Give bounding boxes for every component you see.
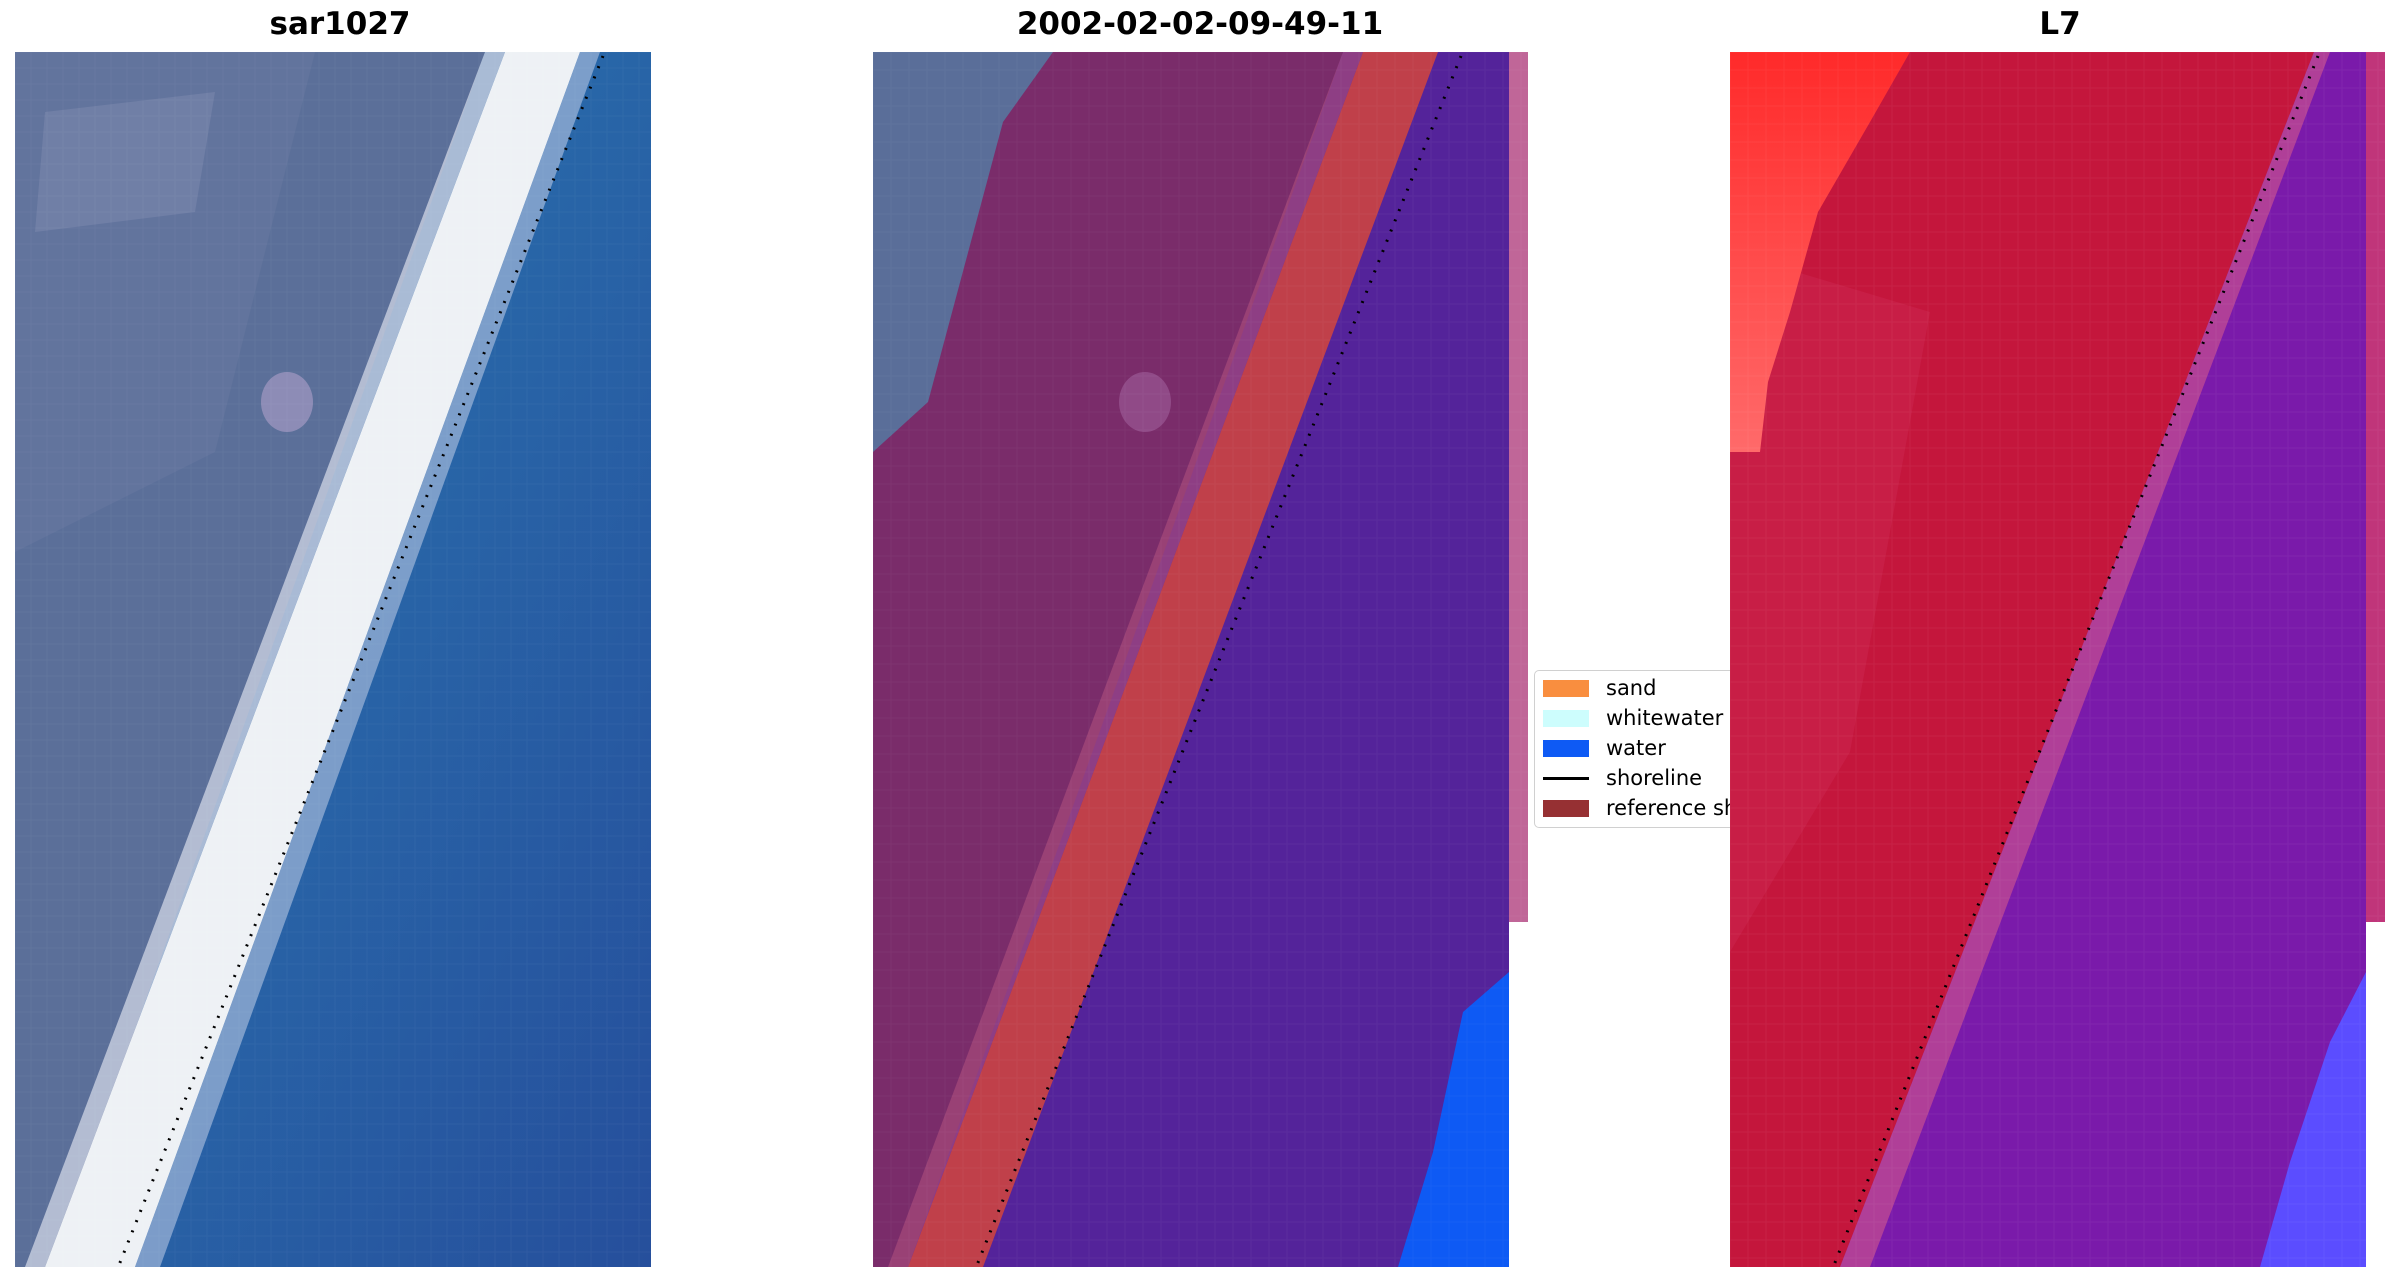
- index-image: [1730, 52, 2385, 1267]
- index-image-panel: [1730, 52, 2385, 1267]
- legend: sand whitewater water shoreline referenc…: [1534, 670, 1742, 828]
- panel-title-index: L7: [2039, 6, 2081, 42]
- legend-item-water: water: [1543, 734, 1666, 762]
- legend-item-reference-shoreline: reference shoreline buffer: [1543, 794, 1741, 822]
- reference-shoreline-swatch: [1543, 799, 1589, 817]
- sand-swatch: [1543, 679, 1589, 697]
- legend-item-whitewater: whitewater: [1543, 704, 1723, 732]
- panel-title-rgb: sar1027: [269, 6, 411, 42]
- panel-title-classified: 2002-02-02-09-49-11: [1016, 6, 1384, 42]
- rgb-image: [15, 52, 651, 1267]
- shoreline-swatch: [1543, 776, 1589, 780]
- water-swatch: [1543, 739, 1589, 757]
- rgb-image-panel: [15, 52, 651, 1267]
- whitewater-swatch: [1543, 709, 1589, 727]
- legend-item-sand: sand: [1543, 674, 1656, 702]
- legend-item-shoreline: shoreline: [1543, 764, 1702, 792]
- classified-image: [873, 52, 1528, 1267]
- classified-image-panel: [873, 52, 1528, 1267]
